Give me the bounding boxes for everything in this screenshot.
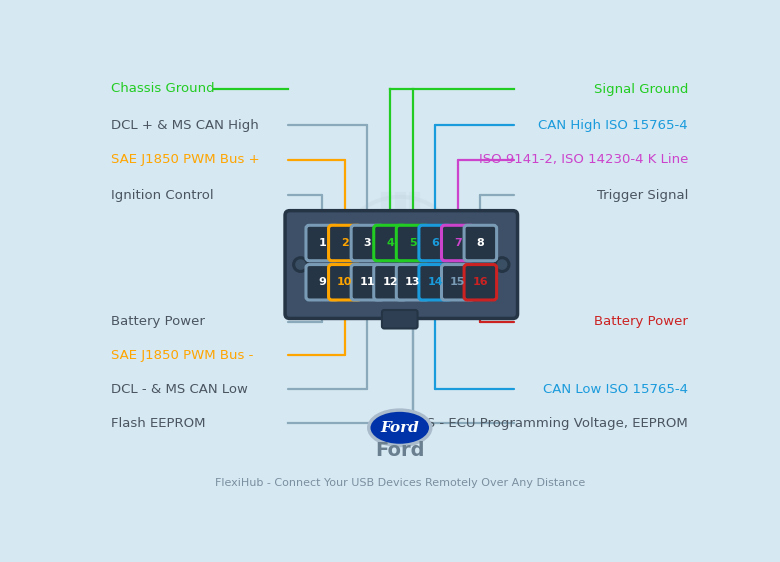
FancyBboxPatch shape xyxy=(306,225,339,261)
Text: 13: 13 xyxy=(405,277,420,287)
Text: 3: 3 xyxy=(363,238,371,248)
Text: 7: 7 xyxy=(454,238,462,248)
Text: ISO 9141-2, ISO 14230-4 K Line: ISO 9141-2, ISO 14230-4 K Line xyxy=(479,153,688,166)
Polygon shape xyxy=(289,215,513,314)
FancyBboxPatch shape xyxy=(285,211,518,319)
Text: 12: 12 xyxy=(382,277,398,287)
Text: DCL + & MS CAN High: DCL + & MS CAN High xyxy=(112,119,259,132)
Text: 11: 11 xyxy=(360,277,375,287)
Text: 4: 4 xyxy=(386,238,394,248)
Text: Ignition Control: Ignition Control xyxy=(112,189,214,202)
Circle shape xyxy=(292,257,308,272)
Text: FlexiHub - Connect Your USB Devices Remotely Over Any Distance: FlexiHub - Connect Your USB Devices Remo… xyxy=(215,478,585,488)
Text: 16: 16 xyxy=(473,277,488,287)
Text: Ford: Ford xyxy=(381,421,419,435)
FancyBboxPatch shape xyxy=(328,225,361,261)
FancyBboxPatch shape xyxy=(441,225,474,261)
Circle shape xyxy=(296,260,305,269)
Text: Signal Ground: Signal Ground xyxy=(594,83,688,96)
Text: 1: 1 xyxy=(318,238,326,248)
FancyBboxPatch shape xyxy=(419,265,452,300)
FancyBboxPatch shape xyxy=(374,265,406,300)
FancyBboxPatch shape xyxy=(382,310,417,328)
Text: SAE J1850 PWM Bus -: SAE J1850 PWM Bus - xyxy=(112,349,254,362)
Circle shape xyxy=(495,257,510,272)
Text: Flash EEPROM: Flash EEPROM xyxy=(112,416,206,430)
FancyBboxPatch shape xyxy=(441,265,474,300)
FancyBboxPatch shape xyxy=(328,265,361,300)
Text: 15: 15 xyxy=(450,277,466,287)
Text: 10: 10 xyxy=(337,277,353,287)
FancyBboxPatch shape xyxy=(464,225,497,261)
FancyBboxPatch shape xyxy=(351,265,384,300)
Text: 6: 6 xyxy=(431,238,439,248)
Ellipse shape xyxy=(369,410,431,446)
Text: 8: 8 xyxy=(477,238,484,248)
Text: CAN High ISO 15765-4: CAN High ISO 15765-4 xyxy=(538,119,688,132)
Text: Trigger Signal: Trigger Signal xyxy=(597,189,688,202)
FancyBboxPatch shape xyxy=(374,225,406,261)
Circle shape xyxy=(498,260,507,269)
FancyBboxPatch shape xyxy=(396,265,429,300)
Text: 5: 5 xyxy=(409,238,417,248)
Text: SAE J1850 PWM Bus +: SAE J1850 PWM Bus + xyxy=(112,153,260,166)
Text: DCL - & MS CAN Low: DCL - & MS CAN Low xyxy=(112,383,248,396)
Text: 14: 14 xyxy=(427,277,443,287)
Text: Chassis Ground: Chassis Ground xyxy=(112,83,215,96)
Text: CAN Low ISO 15765-4: CAN Low ISO 15765-4 xyxy=(543,383,688,396)
FancyBboxPatch shape xyxy=(306,265,339,300)
Text: Ford: Ford xyxy=(375,441,424,460)
FancyBboxPatch shape xyxy=(396,225,429,261)
Text: 2: 2 xyxy=(341,238,349,248)
FancyBboxPatch shape xyxy=(351,225,384,261)
Text: Battery Power: Battery Power xyxy=(594,315,688,328)
Text: 9: 9 xyxy=(318,277,326,287)
FancyBboxPatch shape xyxy=(464,265,497,300)
Text: FEPS - ECU Programming Voltage, EEPROM: FEPS - ECU Programming Voltage, EEPROM xyxy=(403,416,688,430)
FancyBboxPatch shape xyxy=(419,225,452,261)
Text: Battery Power: Battery Power xyxy=(112,315,205,328)
